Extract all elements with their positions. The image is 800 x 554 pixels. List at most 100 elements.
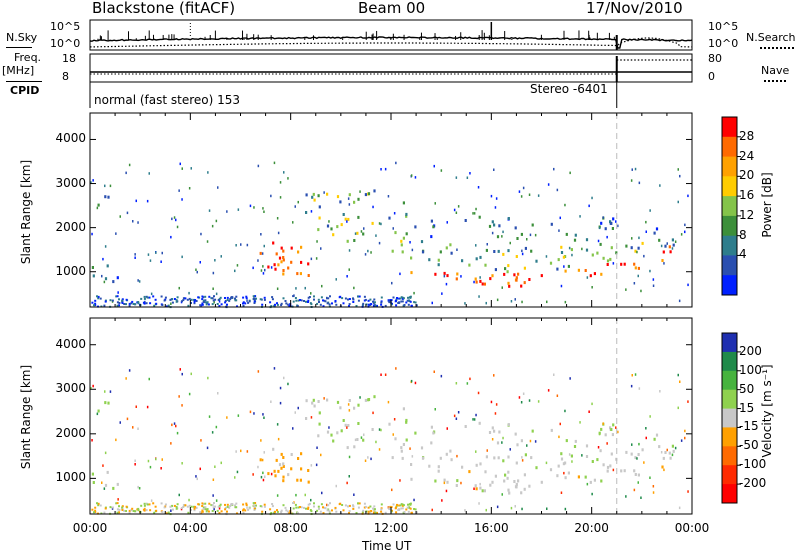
noise-cell <box>501 286 503 289</box>
data-cell <box>313 198 316 202</box>
data-cell <box>357 215 360 219</box>
ground-cell <box>229 298 232 301</box>
noise-cell <box>150 292 153 296</box>
noise-cell <box>441 292 443 295</box>
ground-cell <box>322 506 324 509</box>
ground-cell <box>328 510 331 513</box>
ground-cell <box>392 296 395 299</box>
noise-cell <box>214 259 216 262</box>
noise-cell <box>522 392 525 395</box>
colorbar-segment <box>722 117 737 138</box>
data-cell <box>560 251 564 254</box>
ground-cell <box>121 302 124 304</box>
noise-cell <box>347 403 350 406</box>
ground-cell <box>389 505 392 508</box>
ground-cell <box>175 299 178 302</box>
data-cell <box>485 455 488 459</box>
noise-cell <box>181 198 183 201</box>
noise-cell <box>270 266 273 269</box>
ground-cell <box>409 503 412 506</box>
noise-cell <box>283 376 285 380</box>
data-cell <box>336 431 339 435</box>
data-cell <box>610 452 613 456</box>
panel-frame <box>89 317 693 515</box>
noise-cell <box>395 161 397 165</box>
noise-cell <box>134 256 136 259</box>
noise-cell <box>155 457 157 461</box>
noise-cell <box>128 369 131 372</box>
noise-cell <box>677 168 679 171</box>
data-cell <box>662 250 665 254</box>
data-cell <box>671 444 674 448</box>
data-cell <box>523 473 526 477</box>
data-cell <box>524 246 527 250</box>
y-tick-label: 3000 <box>55 381 86 396</box>
data-cell <box>318 216 321 220</box>
data-cell <box>326 398 329 402</box>
noise-cell <box>674 240 677 243</box>
data-cell <box>520 232 523 236</box>
data-cell <box>449 449 452 453</box>
data-cell <box>516 237 519 240</box>
noise-cell <box>213 301 215 304</box>
ground-cell <box>99 504 102 507</box>
ground-cell <box>313 295 315 298</box>
noise-cell <box>257 164 260 168</box>
noise-cell <box>279 386 282 390</box>
noise-cell <box>328 220 330 223</box>
data-cell <box>280 452 283 456</box>
data-cell <box>494 474 497 478</box>
ground-cell <box>396 503 398 506</box>
noise-cell <box>137 221 139 224</box>
data-cell <box>507 217 510 220</box>
ground-cell <box>190 505 193 508</box>
data-cell <box>556 267 559 271</box>
data-cell <box>430 441 433 445</box>
noise-cell <box>119 421 121 424</box>
noise-cell <box>297 406 299 410</box>
ground-cell <box>116 502 119 505</box>
noise-cell <box>579 215 581 218</box>
data-cell <box>591 253 594 257</box>
data-cell <box>287 266 290 270</box>
noise-cell <box>469 377 471 381</box>
data-cell <box>593 272 596 276</box>
noise-cell <box>104 184 106 188</box>
data-cell <box>104 195 107 199</box>
y-tick-label: 1000 <box>55 263 86 278</box>
noise-cell <box>457 205 460 208</box>
ground-cell <box>313 298 315 301</box>
noise-cell <box>469 172 471 175</box>
data-cell <box>531 223 534 227</box>
ground-cell <box>202 301 205 303</box>
cpid-underline <box>6 81 42 82</box>
data-cell <box>610 221 613 225</box>
noise-cell <box>181 462 183 465</box>
data-cell <box>606 469 609 473</box>
ground-cell <box>405 301 408 304</box>
ground-cell <box>347 505 349 508</box>
ground-cell <box>217 299 220 301</box>
ground-cell <box>175 507 178 510</box>
ground-cell <box>358 502 361 505</box>
ground-cell <box>152 295 155 298</box>
noise-cell <box>137 427 139 430</box>
x-tick-label: 20:00 <box>574 521 609 535</box>
noise-cell <box>446 427 448 430</box>
noise-cell <box>414 176 417 179</box>
ground-cell <box>380 303 383 306</box>
data-cell <box>637 246 640 250</box>
noise-cell <box>220 461 222 465</box>
noise-cell <box>276 423 279 426</box>
noise-cell <box>606 235 608 239</box>
ground-cell <box>213 502 215 504</box>
data-cell <box>641 241 644 245</box>
data-cell <box>565 232 568 236</box>
noise-cell <box>279 181 282 184</box>
noise-cell <box>411 248 414 252</box>
ground-cell <box>331 302 333 305</box>
noise-cell <box>279 401 282 405</box>
ground-cell <box>284 300 287 302</box>
data-cell <box>336 400 340 404</box>
noise-cell <box>119 215 121 218</box>
